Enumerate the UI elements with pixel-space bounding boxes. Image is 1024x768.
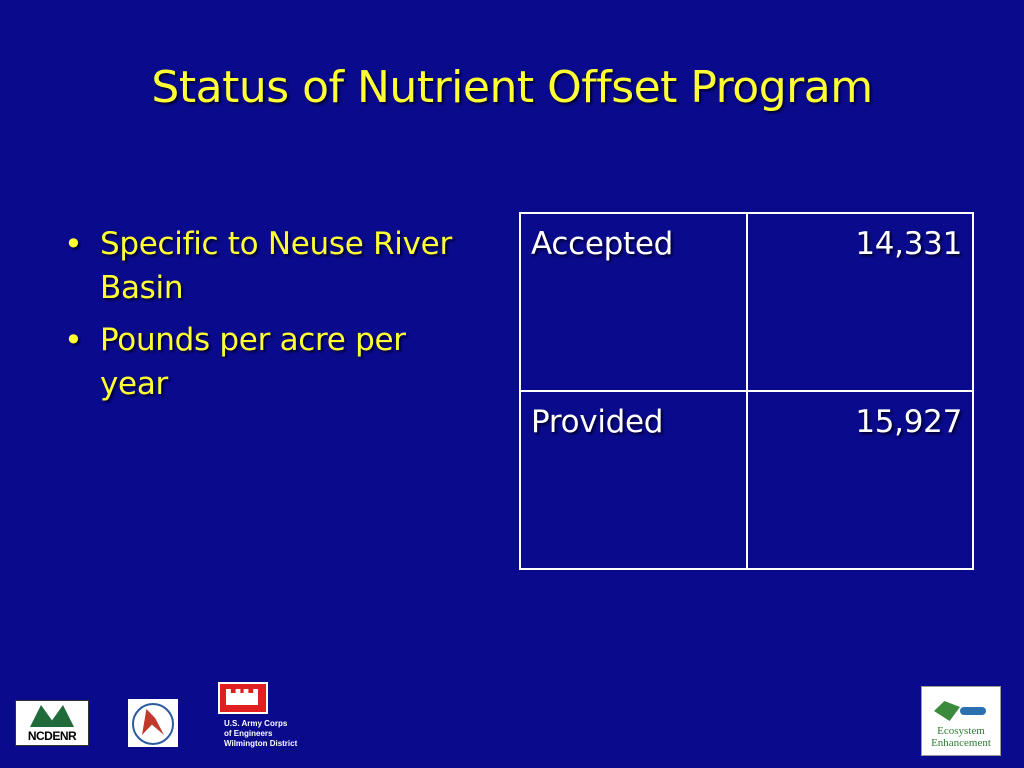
usace-castle-logo-icon — [218, 682, 268, 714]
ecosystem-enhancement-logo-icon: Ecosystem Enhancement — [921, 686, 1001, 756]
bullet-item: • Specific to Neuse River Basin — [60, 222, 480, 310]
table-cell-value: 15,927 — [745, 390, 974, 570]
nc-dot-seal-logo-icon — [128, 699, 178, 747]
table-cell-label: Provided — [519, 390, 748, 570]
usace-caption-line: Wilmington District — [224, 739, 298, 748]
ncdenr-logo-icon: NCDENR — [15, 700, 89, 746]
leaf-icon — [934, 701, 960, 721]
ncdenr-mark-icon — [30, 705, 74, 727]
seal-ring-icon — [132, 703, 174, 745]
bullet-list: • Specific to Neuse River Basin • Pounds… — [60, 222, 480, 414]
usace-caption-line: of Engineers — [224, 729, 273, 738]
bullet-text: Pounds per acre per year — [100, 322, 406, 402]
offset-status-table: Accepted 14,331 Provided 15,927 — [519, 212, 974, 570]
usace-caption-line: U.S. Army Corps — [224, 719, 288, 728]
bullet-item: • Pounds per acre per year — [60, 318, 480, 406]
table-cell-label: Accepted — [519, 212, 748, 392]
slide-title: Status of Nutrient Offset Program — [151, 62, 873, 113]
wave-icon — [960, 707, 986, 715]
bullet-dot-icon: • — [64, 225, 83, 263]
castle-icon — [226, 689, 258, 705]
table-row: Provided 15,927 — [519, 390, 974, 570]
bullet-dot-icon: • — [64, 321, 83, 359]
usace-caption: U.S. Army Corps of Engineers Wilmington … — [224, 719, 334, 749]
bullet-text: Specific to Neuse River Basin — [100, 226, 452, 306]
table-row: Accepted 14,331 — [519, 212, 974, 392]
eep-logo-text: Ecosystem — [937, 725, 985, 737]
ncdenr-logo-text: NCDENR — [27, 729, 77, 743]
table-cell-value: 14,331 — [745, 212, 974, 392]
eep-logo-text: Enhancement — [931, 737, 991, 749]
